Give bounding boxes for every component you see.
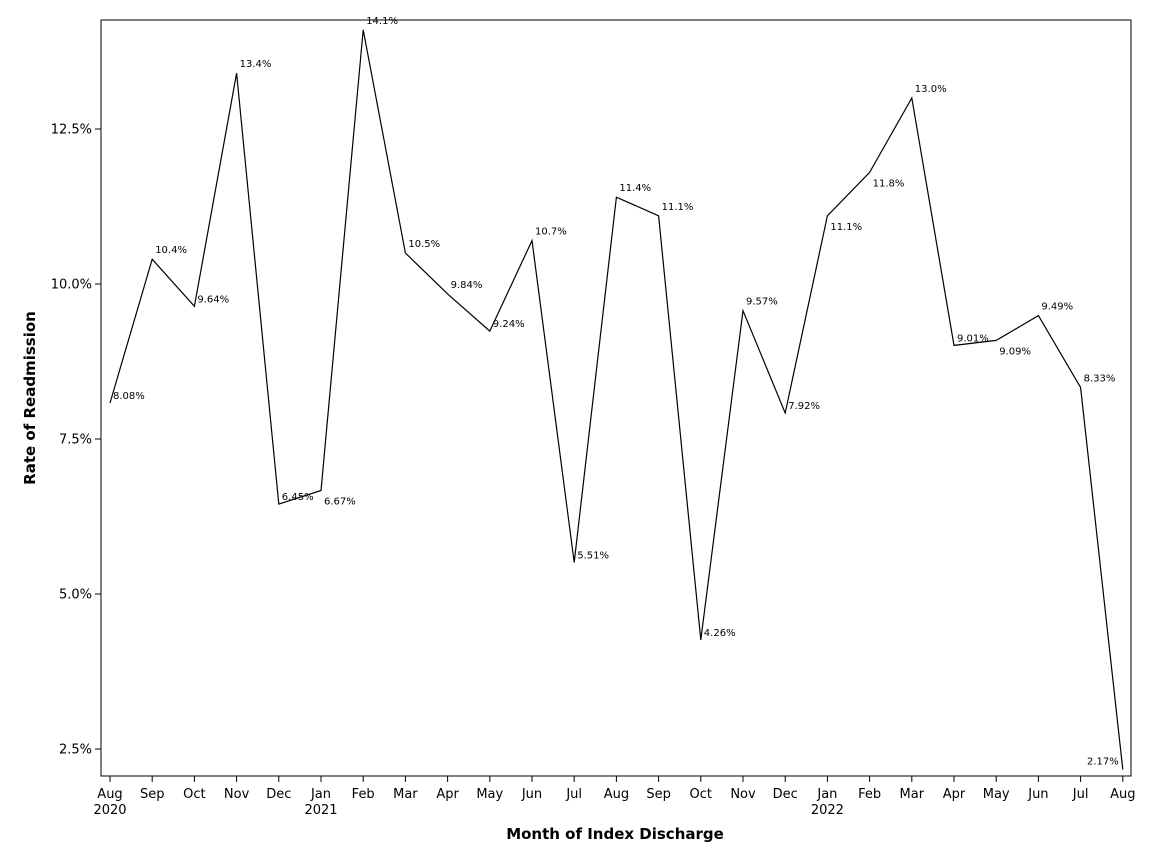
y-tick-label: 7.5% bbox=[59, 433, 92, 448]
y-tick-label: 10.0% bbox=[51, 278, 92, 293]
data-label: 14.1% bbox=[366, 16, 398, 27]
data-label: 10.4% bbox=[155, 245, 187, 256]
data-label: 9.57% bbox=[746, 297, 778, 308]
y-tick-label: 5.0% bbox=[59, 588, 92, 603]
x-tick-label: Dec bbox=[773, 787, 798, 802]
x-tick-label: Jan bbox=[310, 787, 331, 802]
data-label: 6.45% bbox=[282, 492, 314, 503]
x-tick-label: Jul bbox=[565, 787, 582, 802]
x-tick-label: Jan bbox=[816, 787, 837, 802]
data-label: 2.17% bbox=[1087, 757, 1119, 768]
data-label: 11.8% bbox=[873, 178, 905, 189]
x-tick-label: Oct bbox=[183, 787, 205, 802]
data-label: 9.09% bbox=[999, 346, 1031, 357]
data-label: 9.49% bbox=[1041, 302, 1073, 313]
x-tick-year-label: 2020 bbox=[93, 803, 126, 818]
x-tick-label: Jun bbox=[1027, 787, 1048, 802]
data-label: 8.08% bbox=[113, 391, 145, 402]
data-label: 11.4% bbox=[619, 183, 651, 194]
x-tick-year-label: 2022 bbox=[811, 803, 844, 818]
data-label: 5.51% bbox=[577, 550, 609, 561]
data-label: 9.64% bbox=[197, 294, 229, 305]
data-labels: 8.08% 10.4% 9.64% 13.4% 6.45% 6.67% 14.1% 10.5%… bbox=[113, 16, 1119, 768]
x-tick-label: Sep bbox=[646, 787, 671, 802]
x-tick-label: Aug bbox=[1110, 787, 1135, 802]
series-line bbox=[109, 29, 1124, 770]
x-tick-label: Mar bbox=[900, 787, 925, 802]
x-tick-label: Feb bbox=[352, 787, 375, 802]
y-tick-label: 12.5% bbox=[51, 123, 92, 138]
x-tick-label: Aug bbox=[97, 787, 122, 802]
data-label: 13.0% bbox=[915, 84, 947, 95]
x-tick-label: Jun bbox=[521, 787, 542, 802]
y-axis: 2.5% 5.0% 7.5% 10.0% 12.5% bbox=[51, 123, 101, 758]
y-axis-title: Rate of Readmission bbox=[21, 311, 39, 485]
data-label: 8.33% bbox=[1084, 374, 1116, 385]
x-tick-year-label: 2021 bbox=[304, 803, 337, 818]
x-tick-label: Jul bbox=[1072, 787, 1089, 802]
x-axis-title: Month of Index Discharge bbox=[506, 825, 724, 843]
data-label: 4.26% bbox=[704, 628, 736, 639]
x-tick-label: Nov bbox=[224, 787, 250, 802]
x-tick-label: Oct bbox=[690, 787, 712, 802]
data-label: 6.67% bbox=[324, 497, 356, 508]
x-tick-label: Sep bbox=[140, 787, 165, 802]
data-label: 7.92% bbox=[788, 401, 820, 412]
x-tick-label: Mar bbox=[393, 787, 418, 802]
x-tick-label: Apr bbox=[436, 787, 459, 802]
x-tick-label: Aug bbox=[604, 787, 629, 802]
data-label: 10.5% bbox=[408, 239, 440, 250]
x-tick-label: Dec bbox=[266, 787, 291, 802]
x-tick-label: Feb bbox=[858, 787, 881, 802]
data-label: 9.01% bbox=[957, 333, 989, 344]
data-label: 9.24% bbox=[493, 319, 525, 330]
data-label: 9.84% bbox=[451, 280, 483, 291]
data-label: 11.1% bbox=[662, 202, 694, 213]
x-tick-label: May bbox=[476, 787, 503, 802]
x-tick-label: Nov bbox=[730, 787, 756, 802]
data-label: 10.7% bbox=[535, 227, 567, 238]
plot-area-frame bbox=[100, 19, 1132, 777]
y-tick-label: 2.5% bbox=[59, 743, 92, 758]
x-tick-label: May bbox=[983, 787, 1010, 802]
x-tick-label: Apr bbox=[943, 787, 966, 802]
data-label: 13.4% bbox=[240, 59, 272, 70]
data-label: 11.1% bbox=[830, 222, 862, 233]
